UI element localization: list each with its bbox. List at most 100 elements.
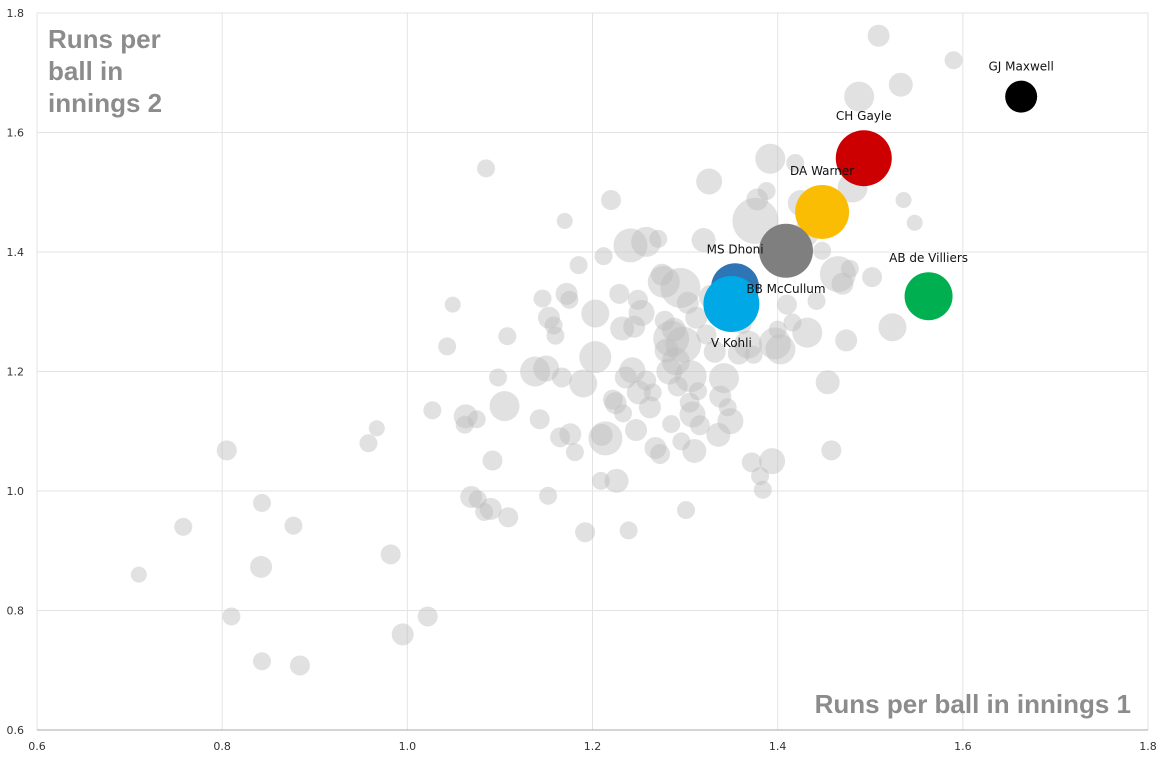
highlighted-point xyxy=(835,130,892,187)
scatter-point xyxy=(661,317,686,342)
scatter-point xyxy=(758,327,791,360)
scatter-point xyxy=(602,389,623,410)
scatter-point xyxy=(579,341,612,374)
y-axis-title-line-3: innings 2 xyxy=(48,88,162,118)
scatter-point xyxy=(626,380,651,405)
scatter-point xyxy=(498,327,517,346)
background-points xyxy=(130,24,963,676)
x-tick-label: 0.8 xyxy=(213,740,231,753)
y-tick-label: 1.0 xyxy=(7,485,25,498)
scatter-point xyxy=(222,607,241,626)
scatter-point xyxy=(537,306,560,329)
scatter-point xyxy=(560,290,579,309)
x-tick-label: 1.0 xyxy=(399,740,417,753)
scatter-point xyxy=(734,330,763,359)
y-axis-title-line-1: Runs per xyxy=(48,24,161,54)
scatter-point xyxy=(482,450,503,471)
scatter-point xyxy=(614,404,633,423)
scatter-point xyxy=(706,422,731,447)
scatter-point xyxy=(216,440,237,461)
scatter-point xyxy=(613,228,648,263)
scatter-point xyxy=(727,342,750,365)
scatter-point xyxy=(840,259,859,278)
scatter-point xyxy=(556,212,573,229)
scatter-point xyxy=(759,448,786,475)
scatter-point xyxy=(460,485,483,508)
grid xyxy=(36,12,1149,731)
scatter-point xyxy=(768,320,787,339)
scatter-point xyxy=(284,516,303,535)
x-tick-label: 1.4 xyxy=(769,740,787,753)
scatter-point xyxy=(835,329,858,352)
scatter-point xyxy=(130,566,147,583)
scatter-point xyxy=(867,24,890,47)
scatter-point xyxy=(650,263,673,286)
highlighted-point xyxy=(795,184,850,239)
scatter-point xyxy=(417,606,438,627)
scatter-point xyxy=(520,356,551,387)
scatter-point xyxy=(581,299,610,328)
scatter-point xyxy=(649,229,668,248)
scatter-point xyxy=(614,366,637,389)
scatter-point xyxy=(601,190,622,211)
scatter-point xyxy=(862,267,883,288)
scatter-point xyxy=(489,368,508,387)
scatter-point xyxy=(653,320,690,357)
scatter-point xyxy=(529,409,550,430)
scatter-point xyxy=(489,391,520,422)
scatter-point xyxy=(677,501,696,520)
scatter-point xyxy=(550,427,571,448)
scatter-point xyxy=(765,334,796,365)
scatter-point xyxy=(757,182,776,201)
scatter-point xyxy=(588,421,623,456)
y-tick-label: 1.2 xyxy=(7,366,25,379)
scatter-point xyxy=(479,497,502,520)
scatter-point xyxy=(656,358,683,385)
scatter-point xyxy=(477,159,496,178)
scatter-point xyxy=(895,192,912,209)
scatter-point xyxy=(744,345,763,364)
scatter-point xyxy=(831,272,854,295)
scatter-point xyxy=(638,396,661,419)
scatter-point xyxy=(569,256,588,275)
scatter-point xyxy=(821,440,842,461)
scatter-point xyxy=(252,652,271,671)
scatter-point xyxy=(590,423,613,446)
scatter-point xyxy=(498,507,519,528)
scatter-point xyxy=(661,347,690,376)
scatter-point xyxy=(533,289,552,308)
scatter-point xyxy=(906,214,923,231)
scatter-point xyxy=(438,337,457,356)
scatter-point xyxy=(444,296,461,313)
y-tick-label: 0.6 xyxy=(7,724,25,737)
highlighted-point-label: V Kohli xyxy=(711,336,752,350)
point-labels: GJ Maxwell CH Gayle DA Warner AB de Villier… xyxy=(707,60,1054,350)
scatter-point xyxy=(709,385,732,408)
scatter-point xyxy=(654,338,679,363)
highlighted-point xyxy=(1005,80,1038,113)
highlighted-point xyxy=(904,272,953,321)
scatter-point xyxy=(289,655,310,676)
scatter-point xyxy=(696,168,723,195)
scatter-point xyxy=(594,247,613,266)
scatter-point xyxy=(667,376,688,397)
scatter-point xyxy=(746,188,769,211)
scatter-point xyxy=(878,313,907,342)
scatter-point xyxy=(625,419,648,442)
scatter-point xyxy=(623,315,646,338)
x-tick-label: 1.2 xyxy=(584,740,602,753)
y-tick-label: 0.8 xyxy=(7,605,25,618)
scatter-point xyxy=(636,370,657,391)
scatter-point xyxy=(627,289,648,310)
scatter-point xyxy=(643,383,662,402)
highlighted-point-label: CH Gayle xyxy=(836,109,892,123)
scatter-point xyxy=(691,228,716,253)
scatter-point xyxy=(591,471,610,490)
y-axis-title-line-2: ball in xyxy=(48,56,123,86)
x-tick-label: 0.6 xyxy=(28,740,46,753)
scatter-point xyxy=(250,555,273,578)
scatter-point xyxy=(755,143,786,174)
scatter-point xyxy=(708,363,739,394)
scatter-point xyxy=(650,443,671,464)
